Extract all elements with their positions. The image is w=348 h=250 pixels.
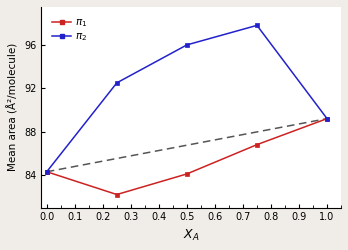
- Legend: $\pi_1$, $\pi_2$: $\pi_1$, $\pi_2$: [49, 14, 91, 46]
- Y-axis label: Mean area (Å²/molecule): Mean area (Å²/molecule): [7, 43, 18, 171]
- X-axis label: $X_A$: $X_A$: [183, 228, 199, 243]
